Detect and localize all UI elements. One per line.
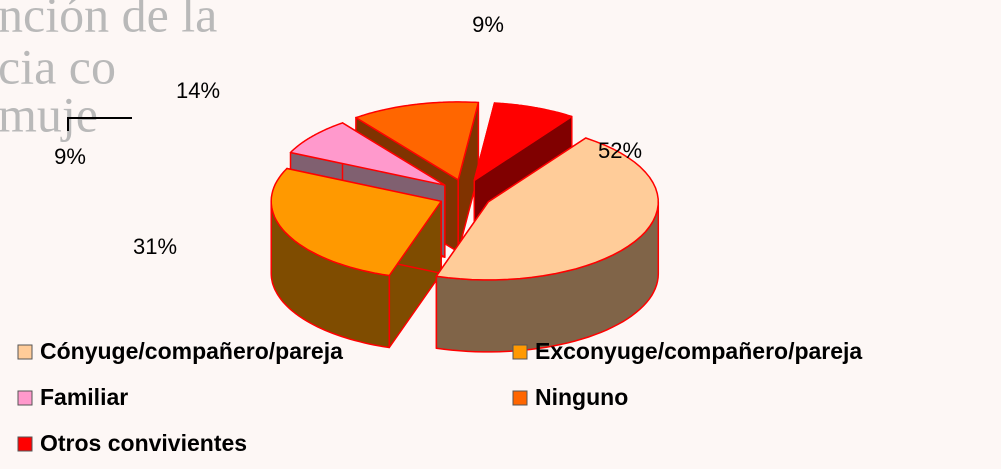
background-text: muje: [0, 86, 98, 142]
data-label: 9%: [472, 12, 504, 37]
pie: [270, 101, 660, 353]
data-label: 31%: [133, 234, 177, 259]
legend: Cónyuge/compañero/pareja Exconyuge/compañ…: [17, 338, 862, 456]
background-text: nción de la: [0, 0, 217, 42]
legend-swatch: [17, 344, 33, 360]
legend-label: Otros convivientes: [40, 430, 247, 456]
data-label: 52%: [598, 138, 642, 163]
slice-top: [289, 122, 446, 186]
slice-top: [270, 167, 442, 277]
legend-swatch: [512, 344, 528, 360]
slice-top: [355, 101, 480, 181]
legend-label: Exconyuge/compañero/pareja: [535, 338, 862, 364]
slice: [270, 167, 442, 349]
background-text: cia co: [0, 38, 116, 94]
legend-swatch: [17, 390, 33, 406]
slice: [435, 137, 660, 353]
leader-line: [67, 117, 132, 131]
legend-label: Ninguno: [535, 384, 628, 410]
slice-top: [435, 137, 659, 281]
legend-label: Cónyuge/compañero/pareja: [40, 338, 343, 364]
data-label: 14%: [176, 78, 220, 103]
data-label: 9%: [54, 144, 86, 169]
legend-label: Familiar: [40, 384, 128, 410]
legend-swatch: [17, 436, 33, 452]
slice-top: [473, 102, 573, 182]
labels: 52% 31% 9% 14% 9%: [54, 12, 642, 259]
legend-swatch: [512, 390, 528, 406]
